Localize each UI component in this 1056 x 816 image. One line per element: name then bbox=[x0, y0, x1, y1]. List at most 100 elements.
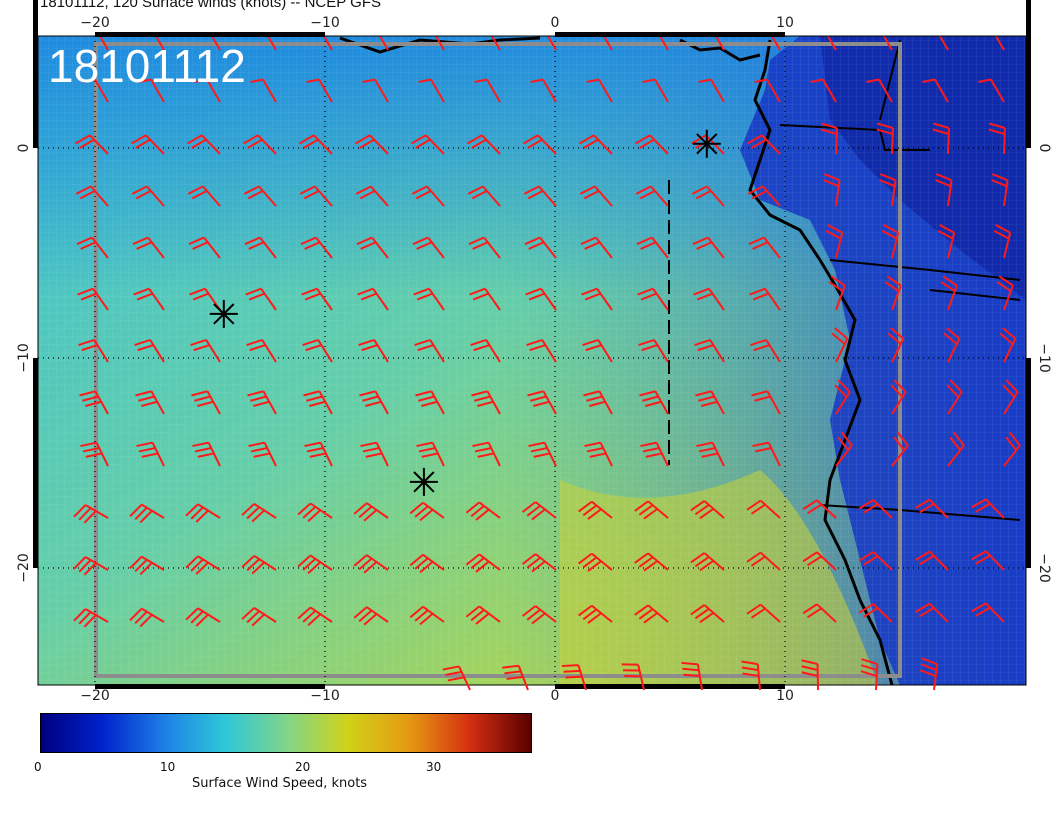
lat-tick-label: −10 bbox=[16, 343, 32, 373]
wind-barb bbox=[297, 502, 333, 522]
wind-barb bbox=[241, 607, 277, 627]
wind-barb bbox=[304, 441, 333, 467]
colorbar-label: Surface Wind Speed, knots bbox=[192, 776, 368, 791]
lon-tick-label: −20 bbox=[80, 688, 110, 704]
wind-barb bbox=[635, 185, 669, 207]
station-marker-icon bbox=[209, 299, 238, 328]
wind-barb bbox=[690, 500, 725, 520]
wind-barb bbox=[691, 185, 725, 207]
colorbar-tick: 0 bbox=[34, 760, 42, 774]
wind-barb bbox=[73, 504, 109, 524]
lon-tick-label: 10 bbox=[776, 15, 794, 31]
wind-barb bbox=[858, 499, 893, 519]
wind-barb bbox=[465, 553, 501, 573]
wind-barb bbox=[598, 36, 613, 51]
wind-barb bbox=[654, 36, 669, 51]
wind-barb bbox=[690, 604, 725, 624]
wind-barb bbox=[247, 390, 277, 415]
wind-barb bbox=[409, 605, 445, 626]
wind-barb bbox=[73, 608, 109, 628]
wind-barb bbox=[297, 554, 333, 574]
wind-barb bbox=[355, 134, 389, 155]
wind-barb bbox=[751, 390, 781, 415]
wind-barb bbox=[639, 390, 669, 415]
wind-barb bbox=[971, 550, 1005, 571]
wind-barb bbox=[303, 390, 333, 415]
wind-barb bbox=[77, 287, 109, 311]
wind-barb bbox=[887, 327, 905, 363]
wind-barb bbox=[318, 36, 333, 51]
wind-barb bbox=[748, 236, 781, 259]
wind-barb bbox=[578, 552, 613, 572]
wind-barb bbox=[412, 236, 445, 259]
wind-barb bbox=[932, 122, 950, 155]
wind-barb bbox=[890, 379, 907, 415]
wind-barb bbox=[754, 78, 781, 103]
wind-barb bbox=[353, 606, 389, 626]
wind-barb bbox=[580, 236, 613, 259]
wind-barb bbox=[79, 390, 109, 415]
wind-barb bbox=[360, 441, 389, 467]
wind-barb bbox=[947, 431, 965, 467]
station-marker-icon bbox=[692, 129, 721, 158]
wind-barb bbox=[135, 390, 165, 415]
axis-bars bbox=[33, 0, 1031, 689]
wind-barb bbox=[884, 275, 902, 311]
wind-barb bbox=[820, 122, 838, 155]
colorbar-tick: 10 bbox=[160, 760, 176, 774]
lat-tick-label: −20 bbox=[1036, 553, 1052, 583]
wind-barb bbox=[73, 556, 109, 576]
wind-barb bbox=[561, 664, 587, 691]
wind-barb bbox=[858, 551, 893, 571]
wind-barb bbox=[696, 441, 725, 467]
wind-barb bbox=[474, 78, 501, 103]
wind-barb bbox=[971, 602, 1005, 623]
wind-barb bbox=[192, 441, 221, 467]
wind-barb bbox=[471, 390, 501, 415]
wind-barb bbox=[690, 552, 725, 572]
station-marker-icon bbox=[409, 467, 438, 496]
wind-barb bbox=[579, 185, 613, 207]
wind-barb bbox=[467, 185, 501, 207]
wind-barb bbox=[132, 236, 165, 259]
wind-barb bbox=[828, 275, 846, 311]
wind-barb bbox=[584, 441, 613, 467]
wind-barb bbox=[418, 78, 445, 103]
wind-barb bbox=[442, 665, 471, 691]
wind-barb bbox=[693, 287, 725, 311]
wind-barb bbox=[810, 78, 837, 103]
wind-barb bbox=[825, 224, 844, 259]
lat-tick-label: −20 bbox=[16, 553, 32, 583]
wind-barb bbox=[411, 134, 445, 155]
station-markers bbox=[209, 129, 721, 496]
lon-tick-label: −10 bbox=[310, 688, 340, 704]
wind-barb bbox=[415, 390, 445, 415]
wind-barb bbox=[82, 78, 109, 103]
wind-barb bbox=[914, 498, 949, 519]
wind-barb bbox=[353, 502, 389, 522]
wind-barb bbox=[486, 36, 501, 51]
wind-barb bbox=[524, 236, 557, 259]
wind-barb bbox=[362, 78, 389, 103]
wind-barb bbox=[411, 185, 445, 207]
axis-tick-labels: −20 −20 −10 −10 0 0 10 10 0 0 −10 −10 −20 −20 bbox=[16, 15, 1052, 704]
wind-barb bbox=[470, 338, 501, 363]
wind-barb bbox=[185, 503, 221, 523]
wind-barb bbox=[262, 36, 277, 51]
lat-tick-label: 0 bbox=[16, 144, 32, 153]
wind-barb bbox=[695, 390, 725, 415]
wind-barb bbox=[76, 236, 109, 259]
wind-barb bbox=[129, 555, 165, 576]
domain-box bbox=[94, 42, 902, 678]
wind-barb bbox=[250, 78, 277, 103]
wind-barb bbox=[634, 604, 669, 624]
wind-barb bbox=[636, 236, 669, 259]
wind-barb bbox=[245, 287, 277, 311]
wind-barb bbox=[129, 607, 165, 628]
wind-barb bbox=[299, 185, 333, 207]
wind-barb bbox=[681, 661, 703, 691]
wind-barb bbox=[879, 173, 897, 207]
wind-barb bbox=[374, 36, 389, 51]
wind-barb bbox=[822, 36, 837, 51]
wind-barb bbox=[357, 287, 389, 311]
